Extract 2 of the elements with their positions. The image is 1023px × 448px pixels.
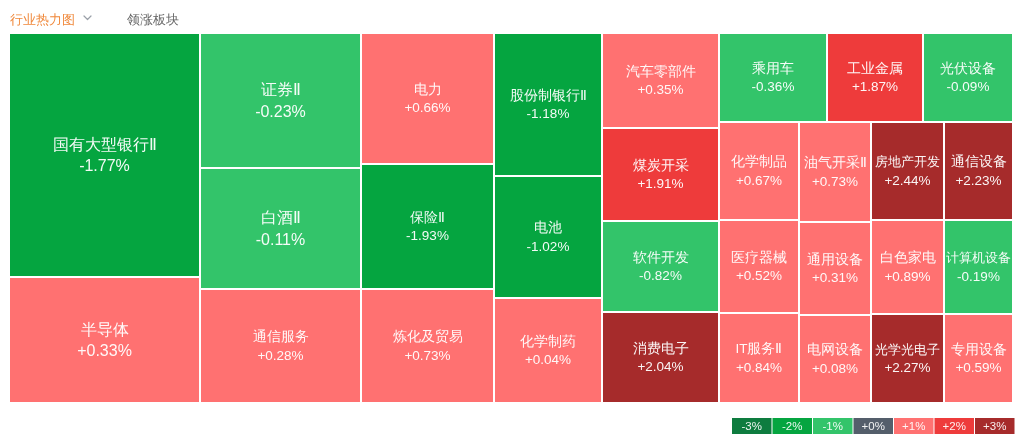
annotation: 领涨板块: [127, 12, 179, 27]
title: 行业热力图: [10, 12, 75, 27]
